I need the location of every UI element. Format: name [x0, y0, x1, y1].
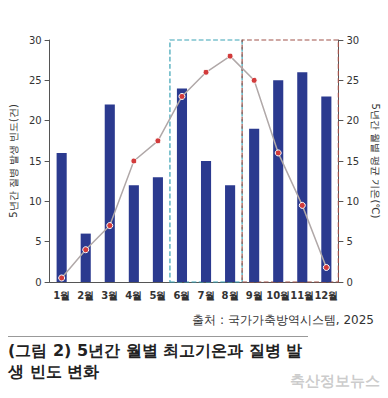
svg-text:6월: 6월 [173, 290, 190, 301]
svg-text:15: 15 [29, 156, 42, 167]
svg-text:2월: 2월 [77, 290, 94, 301]
svg-text:8월: 8월 [222, 290, 239, 301]
svg-text:25: 25 [346, 75, 359, 86]
html-text:축산정보뉴스: 축산정보뉴스 [290, 372, 380, 390]
svg-text:10: 10 [346, 196, 359, 207]
svg-text:15: 15 [346, 156, 359, 167]
html-text:(그림 2) 5년간 월별 최고기온과 질병 발생 빈도 변: (그림 2) 5년간 월별 최고기온과 질병 발생 빈도 변화 [8, 341, 303, 381]
svg-text:12월: 12월 [314, 290, 338, 301]
svg-text:5년간 월별 평균 기온(℃): 5년간 월별 평균 기온(℃) [370, 104, 381, 219]
svg-text:25: 25 [29, 75, 42, 86]
svg-text:10: 10 [29, 196, 42, 207]
svg-text:30: 30 [346, 35, 359, 46]
svg-text:0: 0 [35, 277, 41, 288]
svg-text:5: 5 [346, 236, 352, 247]
html-text:출처 : 국가가축방역시스템, 2025: 출처 : 국가가축방역시스템, 2025 [192, 313, 374, 327]
svg-text:5년간 질병 발생 빈도(건): 5년간 질병 발생 빈도(건) [8, 104, 19, 218]
svg-text:20: 20 [346, 115, 359, 126]
svg-text:1월: 1월 [53, 290, 70, 301]
svg-text:4월: 4월 [125, 290, 142, 301]
svg-text:7월: 7월 [198, 290, 215, 301]
svg-text:20: 20 [29, 115, 42, 126]
svg-text:5: 5 [35, 236, 41, 247]
svg-text:5월: 5월 [149, 290, 166, 301]
svg-text:3월: 3월 [101, 290, 118, 301]
svg-text:9월: 9월 [246, 290, 263, 301]
svg-text:10월: 10월 [266, 290, 290, 301]
svg-text:0: 0 [346, 277, 352, 288]
svg-text:11월: 11월 [290, 290, 314, 301]
svg-text:30: 30 [29, 35, 42, 46]
